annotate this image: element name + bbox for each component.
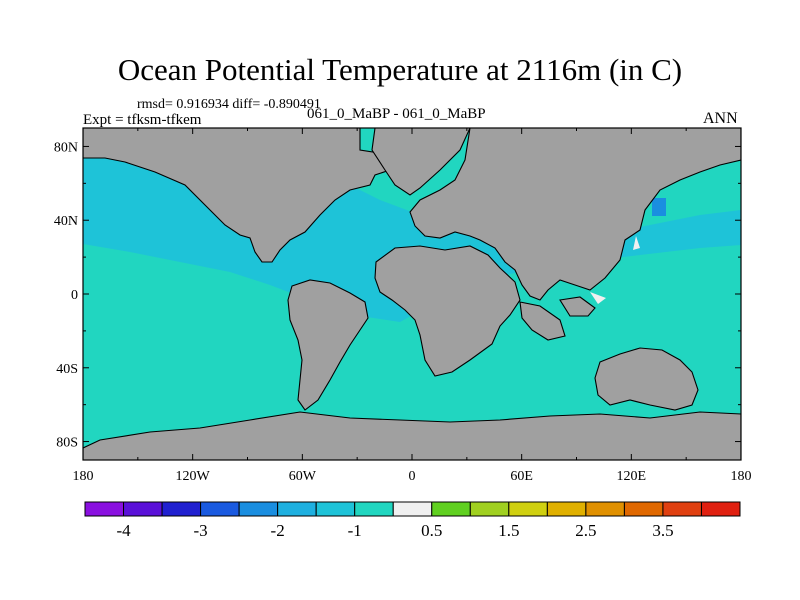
- ocean-patch-white: [590, 292, 606, 304]
- land-antarctica: [83, 411, 741, 460]
- colorbar-swatch: [84, 501, 125, 517]
- land-eurasia: [409, 128, 741, 301]
- x-tick-label: 0: [409, 469, 416, 484]
- land-greenland: [371, 128, 471, 196]
- colorbar-label: -3: [194, 521, 208, 540]
- x-tick-label: 180: [731, 469, 752, 484]
- colorbar-swatch: [623, 501, 664, 517]
- y-tick-label: 0: [71, 288, 78, 303]
- colorbar-swatch: [123, 501, 163, 517]
- colorbar-swatch: [508, 501, 548, 517]
- x-tick-label: 180: [73, 469, 94, 484]
- colorbar-label: 3.5: [652, 521, 673, 540]
- colorbar-swatch: [469, 501, 510, 517]
- stats-label: rmsd= 0.916934 diff= -0.890491: [137, 97, 321, 112]
- land-southeast-asia: [519, 301, 566, 341]
- colorbar-swatch: [315, 501, 356, 517]
- land-africa: [374, 245, 521, 377]
- colorbar-label: 0.5: [421, 521, 442, 540]
- land-south-america: [287, 279, 369, 411]
- x-tick-label: 120W: [176, 469, 211, 484]
- colorbar-swatch: [392, 501, 433, 517]
- colorbar-label: -4: [116, 521, 131, 540]
- colorbar-swatch: [200, 501, 240, 517]
- land-australia: [594, 347, 699, 411]
- colorbar-swatch: [161, 501, 202, 517]
- x-tick-label: 60W: [289, 469, 317, 484]
- season-label: ANN: [703, 110, 738, 127]
- colorbar: -4 -3 -2 -1 0.5 1.5 2.5 3.5: [84, 501, 741, 540]
- y-tick-label: 40N: [54, 214, 78, 229]
- map-field: [83, 128, 741, 460]
- colorbar-swatch: [354, 501, 394, 517]
- x-tick-label: 60E: [510, 469, 533, 484]
- colorbar-label: -2: [271, 521, 285, 540]
- colorbar-swatch: [238, 501, 279, 517]
- axis-ticks: 180 120W 60W 0 60E 120E 180 80N 40N 0 40S 80S: [54, 128, 752, 484]
- colorbar-label: 1.5: [498, 521, 519, 540]
- colorbar-label: -1: [348, 521, 362, 540]
- colorbar-swatch: [585, 501, 625, 517]
- period-label: 061_0_MaBP - 061_0_MaBP: [307, 106, 486, 122]
- experiment-label: Expt = tfksm-tfkem: [83, 112, 202, 128]
- x-tick-label: 120E: [617, 469, 647, 484]
- ocean-patch-white: [633, 236, 640, 250]
- colorbar-swatch: [431, 501, 471, 517]
- land-southeast-asia: [559, 296, 596, 317]
- colorbar-swatch: [700, 501, 741, 517]
- colorbar-swatch: [546, 501, 587, 517]
- y-tick-label: 80N: [54, 140, 78, 155]
- colorbar-swatch: [662, 501, 702, 517]
- colorbar-label: 2.5: [575, 521, 596, 540]
- ocean-patch-blue: [652, 198, 666, 216]
- y-tick-label: 80S: [56, 436, 78, 451]
- y-tick-label: 40S: [56, 362, 78, 377]
- map-title: Ocean Potential Temperature at 2116m (in…: [117, 52, 683, 87]
- colorbar-swatch: [277, 501, 317, 517]
